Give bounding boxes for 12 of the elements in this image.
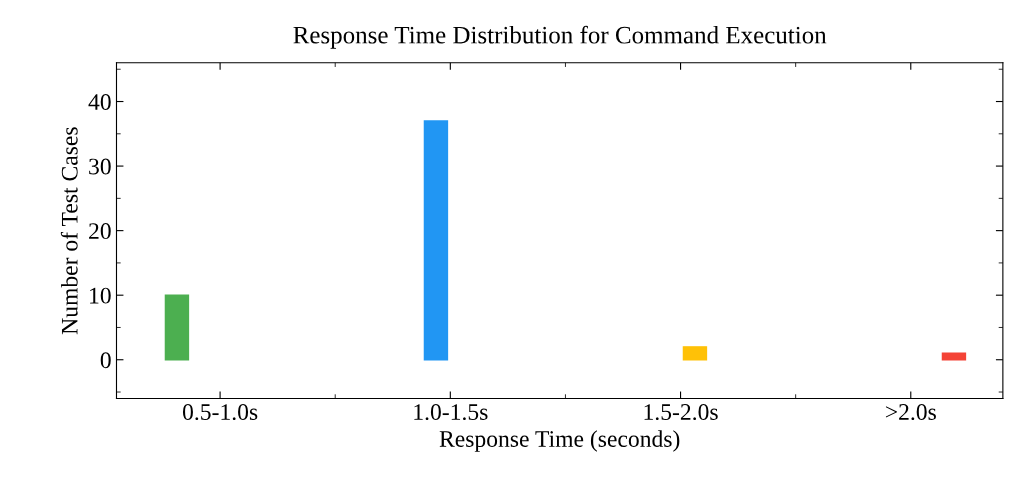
y-tick-label: 40 — [88, 94, 111, 110]
y-tick-label: 30 — [89, 158, 111, 175]
x-tick-label: >2.0s — [885, 404, 936, 421]
y-tick-label: 20 — [89, 223, 111, 240]
x-tick-label: 1.5-2.0s — [644, 404, 718, 421]
x-axis-title: Response Time (seconds) — [439, 430, 680, 452]
x-tick-label: 0.5-1.0s — [182, 404, 258, 421]
y-tick-label: 10 — [90, 287, 111, 304]
y-axis-title: Number of Test Cases — [60, 127, 78, 335]
y-tick-label: 0 — [100, 352, 111, 369]
x-tick-label: 1.0-1.5s — [414, 404, 488, 421]
chart-title: Response Time Distribution for Command Execution — [293, 25, 827, 49]
